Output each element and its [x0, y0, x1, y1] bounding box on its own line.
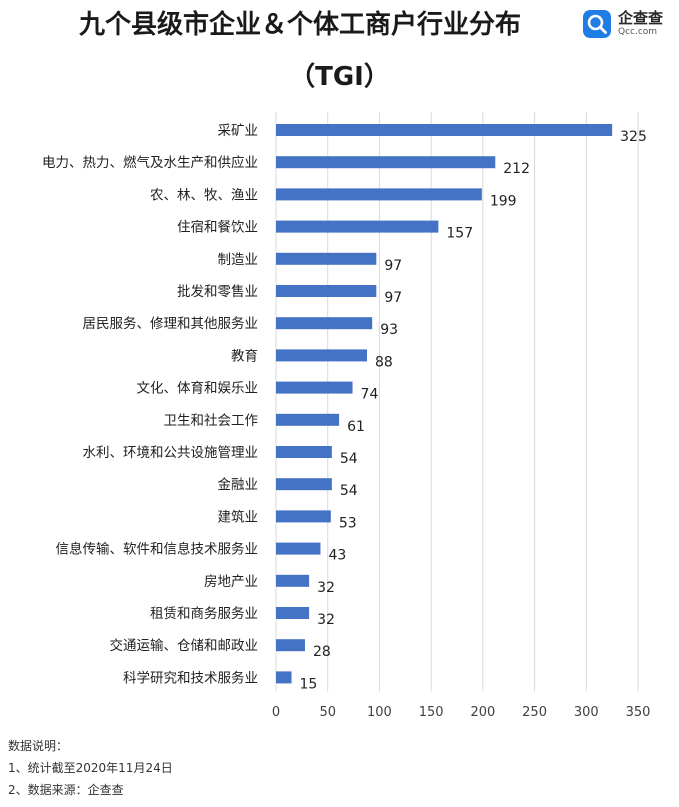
category-label: 住宿和餐饮业	[177, 219, 258, 236]
data-label: 74	[361, 387, 379, 403]
bar-chart: 0 50 100 150 200 250 300 350 采矿业 325 电力、热力、燃气及水生产和…	[42, 112, 651, 720]
bar	[276, 671, 292, 684]
category-label: 批发和零售业	[177, 284, 258, 300]
bar	[276, 574, 310, 587]
bar	[276, 478, 332, 491]
chart-title: 九个县级市企业＆个体工商户行业分布	[78, 10, 521, 40]
bar	[276, 607, 310, 619]
logo-name: 企查查	[618, 9, 664, 27]
category-label: 卫生和社会工作	[164, 413, 259, 429]
notes-heading: 数据说明：	[8, 739, 69, 753]
x-tick-label: 50	[319, 705, 336, 720]
data-label: 93	[380, 322, 398, 338]
data-label: 53	[339, 515, 357, 531]
chart-subtitle: （TGI）	[289, 62, 390, 92]
bar	[276, 188, 482, 201]
category-label: 信息传输、软件和信息技术服务业	[56, 541, 259, 558]
bar	[276, 542, 321, 555]
data-label: 61	[347, 419, 365, 435]
category-label: 电力、热力、燃气及水生产和供应业	[42, 154, 258, 171]
notes-line-1: 1、统计截至2020年11月24日	[8, 761, 173, 775]
bar	[276, 381, 353, 394]
data-label: 97	[384, 290, 402, 306]
x-tick-label: 200	[470, 705, 495, 720]
category-label: 科学研究和技术服务业	[123, 670, 258, 686]
data-notes: 数据说明： 1、统计截至2020年11月24日 2、数据来源：企查查	[8, 735, 173, 801]
data-label: 212	[503, 161, 530, 177]
category-label: 采矿业	[218, 123, 259, 139]
bar	[276, 446, 332, 458]
bar	[276, 285, 377, 297]
category-label: 文化、体育和娱乐业	[137, 381, 259, 397]
logo-domain: Qcc.com	[618, 27, 658, 37]
data-label: 43	[328, 548, 346, 564]
data-label: 97	[384, 258, 402, 274]
qcc-logo: 企查查 Qcc.com	[582, 6, 678, 42]
x-tick-label: 350	[626, 705, 651, 720]
data-label: 88	[375, 354, 393, 370]
category-label: 制造业	[218, 252, 259, 268]
category-label: 建筑业	[218, 509, 259, 525]
x-tick-label: 300	[574, 705, 599, 720]
x-tick-label: 100	[367, 705, 392, 720]
data-label: 32	[317, 580, 335, 596]
qcc-search-logo-icon	[583, 10, 611, 38]
bar	[276, 317, 373, 330]
data-label: 28	[313, 644, 331, 660]
bar	[276, 413, 340, 426]
bar	[276, 510, 331, 523]
data-label: 54	[340, 483, 358, 499]
data-label: 157	[446, 226, 473, 242]
data-label: 54	[340, 451, 358, 467]
bar	[276, 124, 613, 136]
data-label: 199	[490, 193, 517, 209]
category-label: 租赁和商务服务业	[150, 606, 258, 622]
bar	[276, 156, 496, 169]
category-label: 房地产业	[204, 574, 258, 590]
x-tick-label: 150	[419, 705, 444, 720]
data-label: 325	[620, 129, 647, 145]
bar	[276, 639, 305, 652]
x-tick-label: 0	[272, 705, 280, 720]
category-label: 教育	[231, 348, 258, 364]
data-label: 15	[300, 676, 318, 692]
bar	[276, 252, 377, 265]
bar	[276, 220, 439, 233]
x-tick-label: 250	[522, 705, 547, 720]
notes-line-2: 2、数据来源：企查查	[8, 783, 124, 797]
category-label: 交通运输、仓储和邮政业	[110, 637, 259, 654]
category-label: 水利、环境和公共设施管理业	[83, 445, 259, 461]
data-label: 32	[317, 612, 335, 628]
category-label: 居民服务、修理和其他服务业	[83, 316, 259, 332]
category-label: 金融业	[218, 477, 259, 493]
bar	[276, 349, 368, 362]
category-label: 农、林、牧、渔业	[150, 187, 258, 203]
